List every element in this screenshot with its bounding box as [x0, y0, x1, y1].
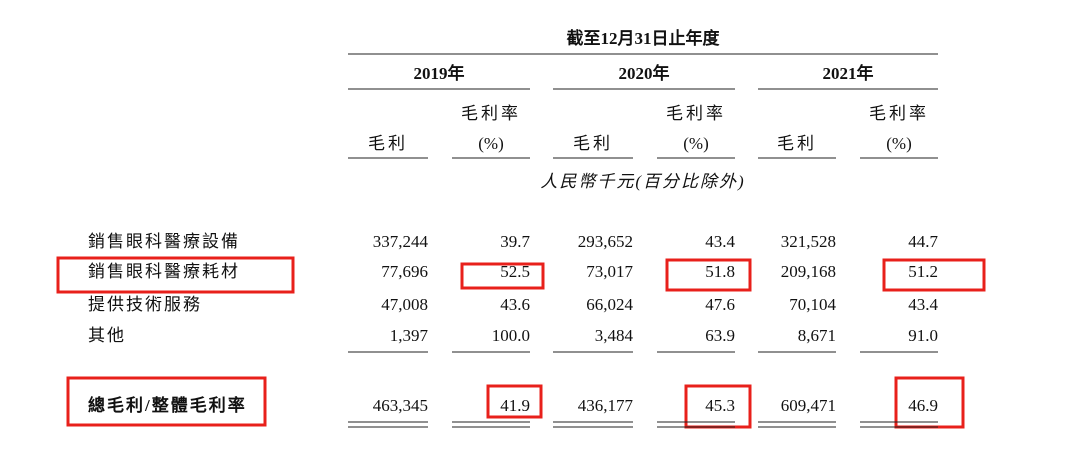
- profit-header: 毛利: [368, 134, 408, 153]
- cell: 66,024: [586, 295, 633, 314]
- cell: 41.9: [500, 396, 530, 415]
- cell: 321,528: [781, 232, 836, 251]
- cell: 1,397: [390, 326, 429, 345]
- cell: 73,017: [586, 262, 633, 281]
- margin-header: 毛利率: [869, 104, 929, 123]
- cell: 45.3: [705, 396, 735, 415]
- cell: 43.4: [908, 295, 938, 314]
- period-header: 截至12月31日止年度: [567, 28, 721, 48]
- cell: 609,471: [781, 396, 836, 415]
- cell: 51.2: [908, 262, 938, 281]
- highlight-box: [460, 262, 545, 290]
- unit-header: (%): [683, 134, 708, 153]
- cell: 91.0: [908, 326, 938, 345]
- unit-header: (%): [886, 134, 911, 153]
- cell: 51.8: [705, 262, 735, 281]
- cell: 337,244: [373, 232, 429, 251]
- cell: 209,168: [781, 262, 836, 281]
- highlight-box: [486, 384, 543, 419]
- row-label: 其他: [88, 326, 126, 345]
- row-label: 銷售眼科醫療耗材: [88, 262, 240, 281]
- profit-header: 毛利: [777, 134, 817, 153]
- year-header: 2019年: [414, 63, 465, 83]
- cell: 52.5: [500, 262, 530, 281]
- margin-header: 毛利率: [461, 104, 521, 123]
- cell: 436,177: [578, 396, 634, 415]
- cell: 47,008: [381, 295, 428, 314]
- cell: 39.7: [500, 232, 530, 251]
- cell: 100.0: [492, 326, 530, 345]
- cell: 293,652: [578, 232, 633, 251]
- year-header: 2020年: [619, 63, 670, 83]
- cell: 70,104: [789, 295, 836, 314]
- cell: 46.9: [908, 396, 938, 415]
- cell: 8,671: [798, 326, 836, 345]
- highlight-box: [665, 258, 752, 292]
- row-label: 提供技術服務: [88, 295, 202, 314]
- unit-note: 人民幣千元(百分比除外): [540, 172, 745, 191]
- margin-header: 毛利率: [666, 104, 726, 123]
- row-label: 銷售眼科醫療設備: [88, 232, 240, 251]
- year-header: 2021年: [823, 63, 874, 83]
- cell: 463,345: [373, 396, 428, 415]
- profit-header: 毛利: [573, 134, 613, 153]
- highlight-box: [66, 376, 267, 427]
- cell: 63.9: [705, 326, 735, 345]
- cell: 44.7: [908, 232, 938, 251]
- cell: 43.4: [705, 232, 735, 251]
- unit-header: (%): [478, 134, 503, 153]
- row-label: 總毛利/整體毛利率: [88, 395, 247, 415]
- cell: 47.6: [705, 295, 735, 314]
- cell: 3,484: [595, 326, 634, 345]
- highlight-box: [56, 256, 295, 294]
- highlight-box: [882, 258, 986, 292]
- cell: 43.6: [500, 295, 530, 314]
- cell: 77,696: [381, 262, 428, 281]
